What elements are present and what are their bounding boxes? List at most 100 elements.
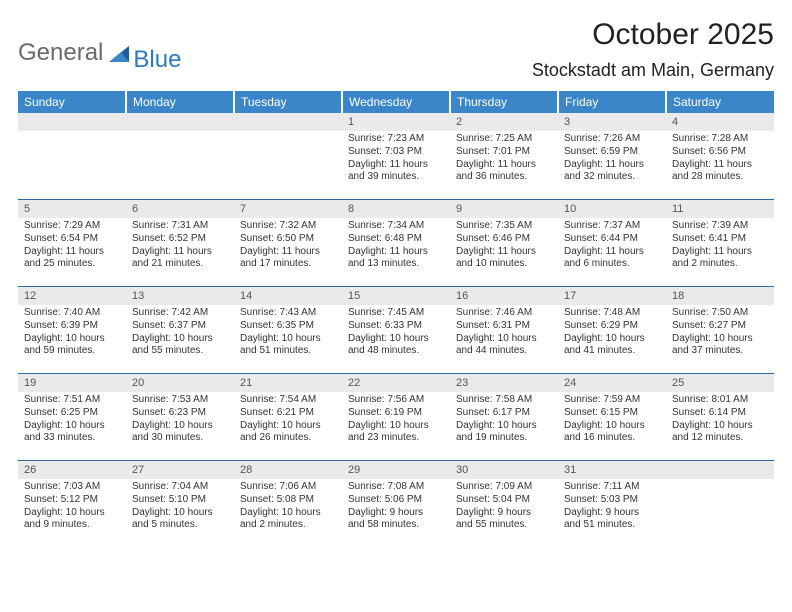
day-detail-line: Sunset: 6:21 PM <box>240 407 336 420</box>
calendar-day-cell: 24Sunrise: 7:59 AMSunset: 6:15 PMDayligh… <box>558 374 666 461</box>
day-number: 24 <box>558 374 666 392</box>
calendar-day-cell: 29Sunrise: 7:08 AMSunset: 5:06 PMDayligh… <box>342 461 450 548</box>
calendar-day-cell: 25Sunrise: 8:01 AMSunset: 6:14 PMDayligh… <box>666 374 774 461</box>
weekday-header: Sunday <box>18 91 126 113</box>
day-details: Sunrise: 7:08 AMSunset: 5:06 PMDaylight:… <box>342 479 450 534</box>
day-detail-line: Sunrise: 7:23 AM <box>348 133 444 146</box>
day-detail-line: Daylight: 10 hours <box>672 333 768 346</box>
day-detail-line: Daylight: 10 hours <box>456 333 552 346</box>
day-detail-line: Sunset: 6:35 PM <box>240 320 336 333</box>
day-number: 11 <box>666 200 774 218</box>
day-details: Sunrise: 7:23 AMSunset: 7:03 PMDaylight:… <box>342 131 450 186</box>
calendar-day-cell: 13Sunrise: 7:42 AMSunset: 6:37 PMDayligh… <box>126 287 234 374</box>
day-detail-line: and 58 minutes. <box>348 519 444 532</box>
day-detail-line: Sunset: 6:15 PM <box>564 407 660 420</box>
calendar-day-cell: 11Sunrise: 7:39 AMSunset: 6:41 PMDayligh… <box>666 200 774 287</box>
day-detail-line: Sunset: 6:46 PM <box>456 233 552 246</box>
day-details: Sunrise: 7:32 AMSunset: 6:50 PMDaylight:… <box>234 218 342 273</box>
day-details: Sunrise: 7:58 AMSunset: 6:17 PMDaylight:… <box>450 392 558 447</box>
day-details: Sunrise: 7:42 AMSunset: 6:37 PMDaylight:… <box>126 305 234 360</box>
day-details: Sunrise: 7:26 AMSunset: 6:59 PMDaylight:… <box>558 131 666 186</box>
day-detail-line: and 6 minutes. <box>564 258 660 271</box>
day-details: Sunrise: 7:51 AMSunset: 6:25 PMDaylight:… <box>18 392 126 447</box>
day-detail-line: Daylight: 11 hours <box>240 246 336 259</box>
day-detail-line: Sunrise: 7:09 AM <box>456 481 552 494</box>
day-detail-line: and 39 minutes. <box>348 171 444 184</box>
day-detail-line: Sunrise: 7:51 AM <box>24 394 120 407</box>
calendar-table: Sunday Monday Tuesday Wednesday Thursday… <box>18 91 774 547</box>
day-details: Sunrise: 7:59 AMSunset: 6:15 PMDaylight:… <box>558 392 666 447</box>
day-detail-line: Sunset: 6:31 PM <box>456 320 552 333</box>
day-number: 26 <box>18 461 126 479</box>
day-detail-line: and 30 minutes. <box>132 432 228 445</box>
day-details: Sunrise: 7:56 AMSunset: 6:19 PMDaylight:… <box>342 392 450 447</box>
day-detail-line: and 26 minutes. <box>240 432 336 445</box>
day-detail-line: Sunset: 6:48 PM <box>348 233 444 246</box>
day-detail-line: Sunrise: 7:34 AM <box>348 220 444 233</box>
month-title: October 2025 <box>532 18 774 52</box>
day-detail-line: Daylight: 10 hours <box>348 333 444 346</box>
day-detail-line: and 36 minutes. <box>456 171 552 184</box>
calendar-day-cell: 14Sunrise: 7:43 AMSunset: 6:35 PMDayligh… <box>234 287 342 374</box>
day-detail-line: Sunset: 6:41 PM <box>672 233 768 246</box>
day-detail-line: Sunset: 5:04 PM <box>456 494 552 507</box>
day-detail-line: Sunrise: 7:08 AM <box>348 481 444 494</box>
day-detail-line: and 59 minutes. <box>24 345 120 358</box>
day-detail-line: Sunset: 5:10 PM <box>132 494 228 507</box>
day-detail-line: Daylight: 11 hours <box>456 159 552 172</box>
day-number: 3 <box>558 113 666 131</box>
day-details <box>666 479 774 541</box>
day-details: Sunrise: 8:01 AMSunset: 6:14 PMDaylight:… <box>666 392 774 447</box>
day-detail-line: Daylight: 11 hours <box>24 246 120 259</box>
day-detail-line: Daylight: 11 hours <box>348 159 444 172</box>
calendar-day-cell: 4Sunrise: 7:28 AMSunset: 6:56 PMDaylight… <box>666 113 774 200</box>
day-detail-line: Daylight: 11 hours <box>564 246 660 259</box>
day-number: 27 <box>126 461 234 479</box>
day-number: 18 <box>666 287 774 305</box>
calendar-week-row: 1Sunrise: 7:23 AMSunset: 7:03 PMDaylight… <box>18 113 774 200</box>
day-number: 22 <box>342 374 450 392</box>
day-details: Sunrise: 7:04 AMSunset: 5:10 PMDaylight:… <box>126 479 234 534</box>
day-number: 20 <box>126 374 234 392</box>
day-detail-line: Sunrise: 7:29 AM <box>24 220 120 233</box>
day-details: Sunrise: 7:40 AMSunset: 6:39 PMDaylight:… <box>18 305 126 360</box>
day-number: 10 <box>558 200 666 218</box>
day-detail-line: Sunrise: 7:48 AM <box>564 307 660 320</box>
day-details <box>126 131 234 193</box>
day-detail-line: Sunset: 5:12 PM <box>24 494 120 507</box>
calendar-week-row: 5Sunrise: 7:29 AMSunset: 6:54 PMDaylight… <box>18 200 774 287</box>
day-details <box>18 131 126 193</box>
day-details: Sunrise: 7:43 AMSunset: 6:35 PMDaylight:… <box>234 305 342 360</box>
day-detail-line: Sunset: 6:59 PM <box>564 146 660 159</box>
brand-text-general: General <box>18 39 103 67</box>
day-details: Sunrise: 7:09 AMSunset: 5:04 PMDaylight:… <box>450 479 558 534</box>
day-details: Sunrise: 7:34 AMSunset: 6:48 PMDaylight:… <box>342 218 450 273</box>
day-number: 13 <box>126 287 234 305</box>
day-detail-line: Sunrise: 7:46 AM <box>456 307 552 320</box>
day-number: 19 <box>18 374 126 392</box>
day-detail-line: Sunrise: 7:32 AM <box>240 220 336 233</box>
calendar-day-cell: 16Sunrise: 7:46 AMSunset: 6:31 PMDayligh… <box>450 287 558 374</box>
day-number <box>234 113 342 131</box>
weekday-header: Monday <box>126 91 234 113</box>
weekday-header-row: Sunday Monday Tuesday Wednesday Thursday… <box>18 91 774 113</box>
calendar-week-row: 19Sunrise: 7:51 AMSunset: 6:25 PMDayligh… <box>18 374 774 461</box>
day-detail-line: Sunset: 6:19 PM <box>348 407 444 420</box>
day-number: 4 <box>666 113 774 131</box>
calendar-day-cell: 6Sunrise: 7:31 AMSunset: 6:52 PMDaylight… <box>126 200 234 287</box>
day-detail-line: and 32 minutes. <box>564 171 660 184</box>
day-number: 28 <box>234 461 342 479</box>
day-detail-line: and 17 minutes. <box>240 258 336 271</box>
calendar-day-cell: 28Sunrise: 7:06 AMSunset: 5:08 PMDayligh… <box>234 461 342 548</box>
day-detail-line: Daylight: 10 hours <box>672 420 768 433</box>
day-details: Sunrise: 7:50 AMSunset: 6:27 PMDaylight:… <box>666 305 774 360</box>
calendar-day-cell: 23Sunrise: 7:58 AMSunset: 6:17 PMDayligh… <box>450 374 558 461</box>
day-detail-line: Sunset: 6:14 PM <box>672 407 768 420</box>
day-detail-line: Daylight: 11 hours <box>672 159 768 172</box>
day-number: 17 <box>558 287 666 305</box>
day-details <box>234 131 342 193</box>
day-detail-line: and 19 minutes. <box>456 432 552 445</box>
day-detail-line: and 55 minutes. <box>456 519 552 532</box>
calendar-day-cell: 31Sunrise: 7:11 AMSunset: 5:03 PMDayligh… <box>558 461 666 548</box>
calendar-day-cell: 2Sunrise: 7:25 AMSunset: 7:01 PMDaylight… <box>450 113 558 200</box>
